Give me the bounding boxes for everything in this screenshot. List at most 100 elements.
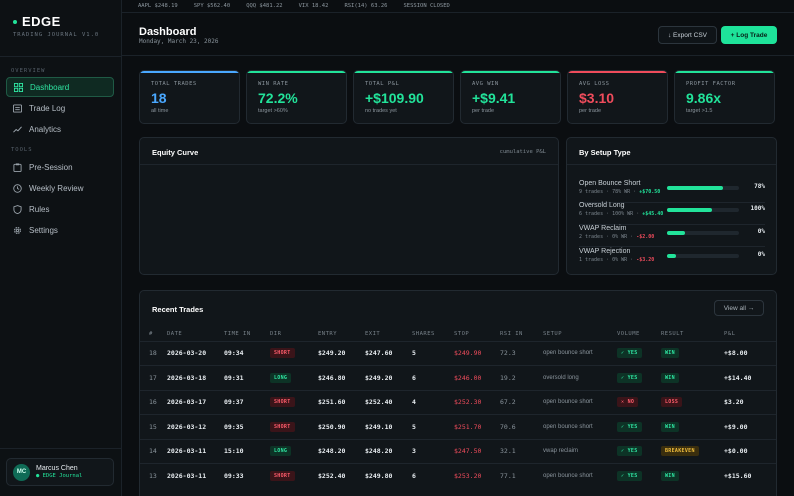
- clipboard-icon: [13, 162, 22, 172]
- setup-name: VWAP Rejection: [579, 248, 631, 255]
- stat-value: $3.10: [579, 90, 615, 106]
- col-header[interactable]: P&L: [724, 330, 736, 337]
- sidebar-item-weekly-review[interactable]: Weekly Review: [6, 178, 114, 198]
- list-icon: [13, 103, 22, 113]
- cell-date: 2026-03-11: [167, 438, 224, 464]
- result-badge: LOSS: [661, 397, 683, 408]
- page-title: Dashboard: [139, 26, 197, 38]
- setup-row-open-bounce-short: Open Bounce Short 9 trades · 78% WR · +$…: [579, 180, 765, 202]
- ticker-item: QQQ $481.22: [246, 3, 283, 9]
- cell-rsi: 32.1: [500, 438, 543, 464]
- cell-result: WIN: [661, 365, 724, 390]
- stat-label: TOTAL P&L: [365, 81, 400, 87]
- col-header[interactable]: RESULT: [661, 330, 684, 337]
- cell-direction: SHORT: [270, 463, 318, 488]
- table-row[interactable]: 16 2026-03-17 09:37 SHORT $251.60 $252.40 4 $25…: [140, 389, 776, 415]
- cell-result: WIN: [661, 340, 724, 366]
- stat-sub: target >60%: [258, 108, 288, 114]
- direction-badge: LONG: [270, 372, 292, 383]
- setup-winrate-track: [667, 254, 739, 258]
- stat-value: +$109.90: [365, 90, 424, 106]
- table-row[interactable]: 18 2026-03-20 09:34 SHORT $249.20 $247.60 5 $24…: [140, 340, 776, 366]
- cell-number: 18: [140, 340, 167, 366]
- stat-label: WIN RATE: [258, 81, 289, 87]
- sidebar-divider: [0, 448, 121, 449]
- setup-divider: [579, 246, 765, 247]
- avatar: MC: [13, 463, 30, 481]
- cell-shares: 4: [412, 389, 454, 415]
- sidebar-item-trade-log[interactable]: Trade Log: [6, 98, 114, 118]
- col-header[interactable]: RSI IN: [500, 330, 523, 337]
- stat-sub: per trade: [579, 108, 602, 114]
- equity-curve-panel: Equity Curve cumulative P&L: [139, 137, 559, 275]
- trades-table: # DATE TIME IN DIR ENTRY EXIT SHARES STO…: [140, 327, 776, 488]
- stat-card-total-pnl: TOTAL P&L +$109.90 no trades yet: [353, 70, 454, 124]
- stat-accent-bar: [140, 71, 239, 73]
- clock-icon: [13, 183, 22, 193]
- cell-pnl: +$0.00: [724, 438, 776, 464]
- table-row[interactable]: 14 2026-03-11 15:10 LONG $248.20 $248.20 3 $247…: [140, 438, 776, 464]
- table-row[interactable]: 17 2026-03-18 09:31 LONG $246.80 $249.20 6 $246…: [140, 365, 776, 390]
- col-header[interactable]: TIME IN: [224, 330, 251, 337]
- ticker-item: AAPL $248.19: [138, 3, 178, 9]
- result-badge: BREAKEVEN: [661, 446, 699, 457]
- cell-result: LOSS: [661, 389, 724, 415]
- log-trade-button[interactable]: + Log Trade: [721, 26, 777, 44]
- col-header[interactable]: SETUP: [543, 330, 563, 337]
- export-csv-button[interactable]: ↓ Export CSV: [658, 26, 717, 44]
- col-header[interactable]: #: [149, 330, 153, 337]
- stat-card-avg-win: AVG WIN +$9.41 per trade: [460, 70, 561, 124]
- panel-divider: [567, 164, 776, 165]
- col-header[interactable]: VOLUME: [617, 330, 640, 337]
- user-status: ● EDGE Journal: [36, 473, 83, 479]
- col-header[interactable]: EXIT: [365, 330, 381, 337]
- col-header[interactable]: SHARES: [412, 330, 435, 337]
- cell-date: 2026-03-20: [167, 340, 224, 366]
- cell-time-in: 09:37: [224, 389, 270, 415]
- cell-entry: $249.20: [318, 340, 365, 366]
- cell-pnl: +$15.60: [724, 463, 776, 488]
- setup-stats: 2 trades · 0% WR ·: [579, 234, 637, 240]
- sidebar-item-label: Rules: [29, 204, 50, 214]
- stat-value: 18: [151, 90, 167, 106]
- col-header[interactable]: DIR: [270, 330, 282, 337]
- setup-winrate-track: [667, 186, 739, 190]
- stat-accent-bar: [247, 71, 346, 73]
- stat-sub: no trades yet: [365, 108, 397, 114]
- stat-sub: target >1.5: [686, 108, 713, 114]
- cell-number: 13: [140, 463, 167, 488]
- stat-label: TOTAL TRADES: [151, 81, 197, 87]
- cell-time-in: 09:33: [224, 463, 270, 488]
- cell-rsi: 67.2: [500, 389, 543, 415]
- cell-volume: ✓ YES: [617, 463, 661, 488]
- cell-result: BREAKEVEN: [661, 438, 724, 464]
- cell-stop: $246.00: [454, 365, 500, 390]
- cell-exit: $249.10: [365, 414, 412, 439]
- cell-exit: $249.20: [365, 365, 412, 390]
- table-row[interactable]: 15 2026-03-12 09:35 SHORT $250.90 $249.10 5 $25…: [140, 414, 776, 439]
- cell-rsi: 72.3: [500, 340, 543, 366]
- sidebar-item-analytics[interactable]: Analytics: [6, 119, 114, 139]
- cell-setup: open bounce short: [543, 414, 617, 439]
- sidebar-item-settings[interactable]: Settings: [6, 220, 114, 240]
- recent-trades-panel: Recent Trades View all → # DATE TIME IN …: [139, 290, 777, 496]
- trades-table-body: 18 2026-03-20 09:34 SHORT $249.20 $247.60 5 $24…: [140, 340, 776, 488]
- ticker-item: SESSION CLOSED: [403, 3, 450, 9]
- gear-icon: [13, 226, 22, 235]
- table-row[interactable]: 13 2026-03-11 09:33 SHORT $252.40 $249.80 6 $25…: [140, 463, 776, 488]
- col-header[interactable]: ENTRY: [318, 330, 338, 337]
- sidebar-item-rules[interactable]: Rules: [6, 199, 114, 219]
- col-header[interactable]: DATE: [167, 330, 183, 337]
- col-header[interactable]: STOP: [454, 330, 470, 337]
- cell-shares: 3: [412, 438, 454, 464]
- cell-setup: open bounce short: [543, 340, 617, 366]
- sidebar-item-dashboard[interactable]: Dashboard: [6, 77, 114, 97]
- cell-number: 15: [140, 414, 167, 439]
- cell-entry: $246.80: [318, 365, 365, 390]
- cell-volume: ✓ YES: [617, 365, 661, 390]
- setup-meta: 1 trades · 0% WR · -$3.20: [579, 257, 654, 263]
- view-all-button[interactable]: View all →: [714, 300, 764, 316]
- sidebar-item-pre-session[interactable]: Pre-Session: [6, 157, 114, 177]
- sidebar-divider: [0, 56, 121, 57]
- user-card[interactable]: MC Marcus Chen ● EDGE Journal: [6, 458, 114, 486]
